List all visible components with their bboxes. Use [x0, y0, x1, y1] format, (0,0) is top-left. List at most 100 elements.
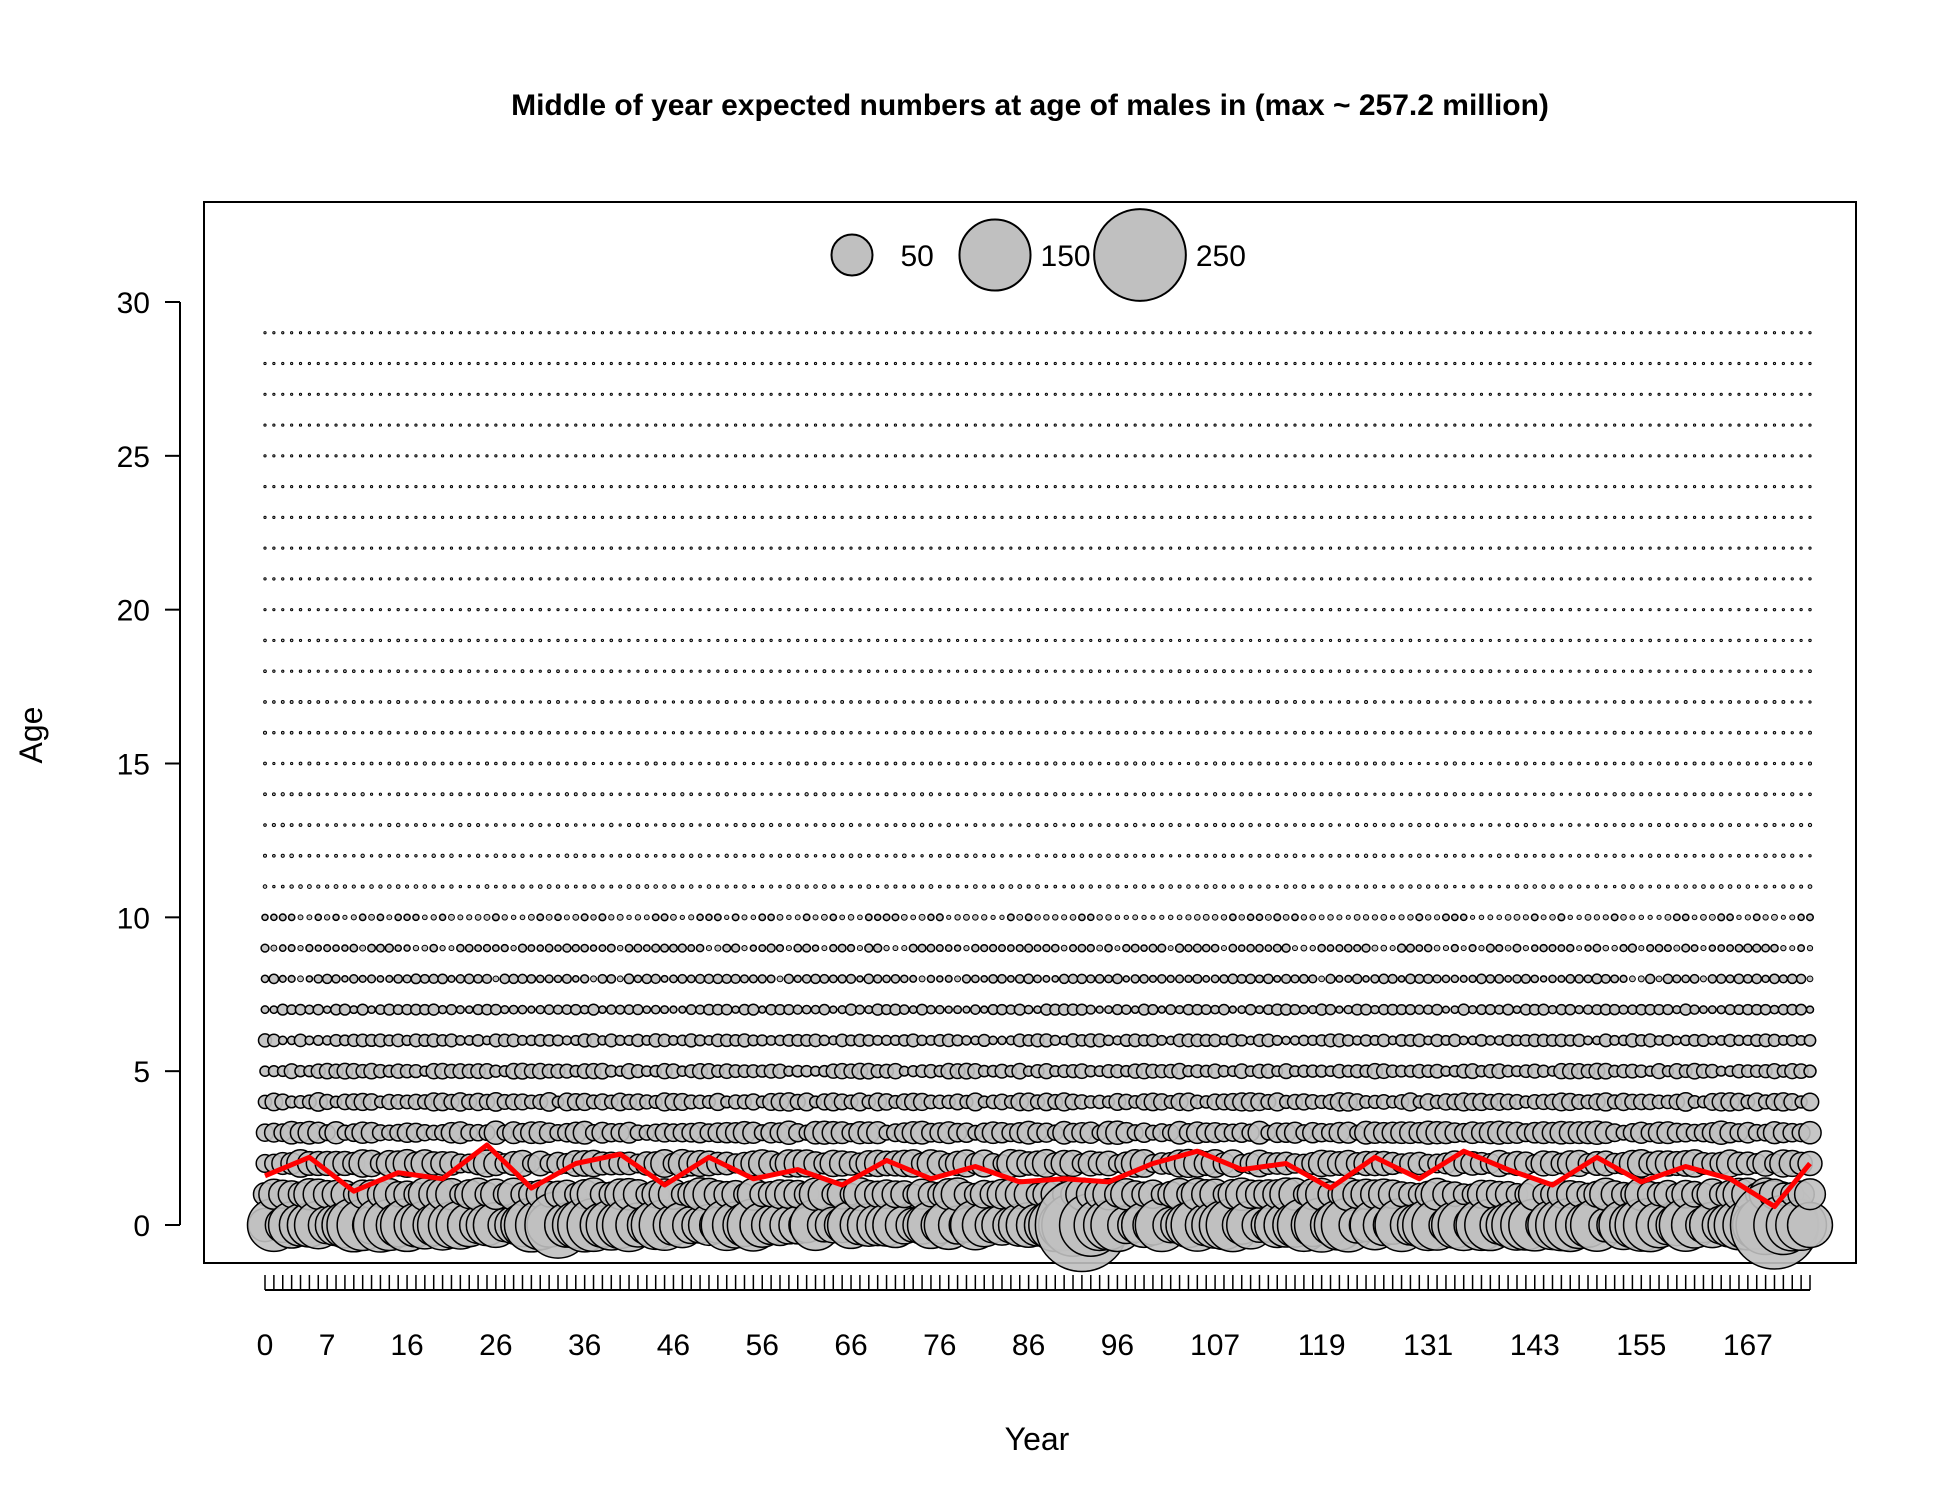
bubble [1271, 1034, 1283, 1046]
bubble [1355, 331, 1359, 335]
bubble [378, 485, 383, 489]
bubble [440, 853, 445, 858]
bubble [1320, 485, 1324, 489]
bubble [778, 792, 782, 796]
bubble [343, 669, 347, 674]
bubble [1096, 944, 1104, 952]
bubble [342, 914, 348, 920]
bubble [1391, 454, 1395, 458]
bubble [1213, 853, 1218, 858]
bubble [1186, 515, 1191, 519]
bubble [716, 669, 720, 673]
bubble [1488, 792, 1493, 797]
bubble [1053, 853, 1058, 859]
bubble [1106, 638, 1111, 643]
bubble [512, 546, 516, 550]
bubble [1042, 943, 1051, 953]
bubble [1453, 823, 1457, 827]
bubble [1524, 546, 1528, 550]
chart-title: Middle of year expected numbers at age o… [511, 89, 1549, 122]
bubble [458, 392, 462, 396]
bubble [1559, 792, 1564, 796]
bubble [1293, 669, 1297, 673]
bubble [414, 669, 418, 673]
bubble [298, 361, 303, 366]
bubble [298, 485, 303, 489]
bubble [954, 975, 962, 983]
bubble [405, 361, 409, 366]
bubble [1506, 546, 1510, 550]
bubble [449, 392, 454, 396]
bubble [769, 761, 773, 766]
bubble [1479, 515, 1484, 519]
bubble [876, 731, 880, 735]
bubble [1399, 761, 1404, 766]
bubble [698, 331, 702, 335]
bubble [645, 577, 649, 581]
bubble [1062, 823, 1066, 827]
bubble [427, 1003, 440, 1016]
bubble [1648, 546, 1652, 550]
bubble [858, 361, 862, 366]
bubble [1415, 944, 1424, 953]
bubble [1089, 700, 1093, 704]
bubble [1602, 944, 1610, 952]
bubble [476, 638, 480, 643]
bubble [1435, 577, 1439, 581]
bubble [964, 761, 969, 766]
bubble [716, 361, 720, 366]
bubble [775, 943, 785, 953]
bubble [875, 823, 880, 827]
bubble [821, 884, 827, 889]
bubble [1391, 546, 1395, 550]
bubble [1257, 761, 1262, 766]
bubble [1221, 853, 1227, 858]
bubble [1504, 974, 1513, 983]
bubble [1000, 792, 1004, 797]
bubble [1311, 485, 1315, 489]
bubble [1000, 823, 1004, 827]
bubble [343, 700, 347, 704]
bubble [1266, 361, 1270, 366]
bubble [1240, 515, 1244, 519]
bubble [464, 1005, 474, 1014]
bubble [1604, 361, 1608, 366]
bubble [394, 913, 403, 922]
bubble [837, 943, 847, 953]
bubble [1212, 792, 1218, 797]
bubble [1364, 608, 1368, 612]
bubble [503, 823, 507, 827]
bubble [343, 792, 347, 797]
bubble [493, 792, 498, 797]
bubble [1009, 361, 1013, 366]
bubble [1621, 392, 1626, 396]
bubble [1035, 423, 1040, 427]
bubble [786, 853, 791, 858]
bubble [306, 884, 312, 889]
bubble [414, 515, 418, 519]
bubble [1237, 1005, 1247, 1015]
bubble [1133, 423, 1137, 427]
bubble [668, 974, 678, 984]
bubble [1027, 546, 1031, 550]
bubble [1630, 669, 1635, 673]
bubble [991, 577, 995, 581]
y-tick-label: 15 [117, 749, 150, 782]
bubble [280, 730, 285, 735]
bubble [982, 485, 986, 489]
bubble [405, 761, 410, 766]
bubble [352, 423, 356, 427]
bubble [1346, 700, 1351, 704]
bubble [1266, 331, 1270, 335]
bubble [316, 823, 321, 827]
bubble [1470, 392, 1475, 396]
bubble [689, 792, 694, 797]
bubble [626, 914, 632, 921]
bubble [1018, 515, 1022, 519]
bubble [1453, 700, 1457, 704]
bubble [536, 944, 545, 952]
bubble [547, 331, 551, 335]
bubble [1106, 761, 1111, 766]
bubble [394, 944, 403, 952]
bubble [1124, 454, 1128, 458]
